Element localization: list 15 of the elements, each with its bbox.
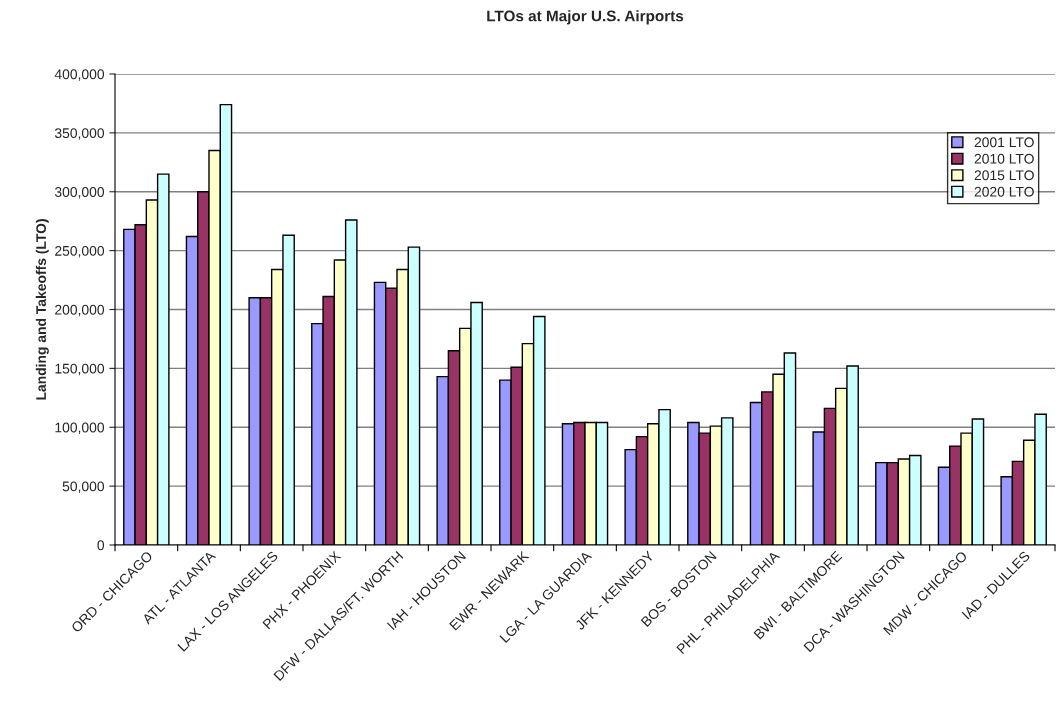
legend-label: 2015 LTO xyxy=(974,170,1034,181)
y-tick-label: 250,000 xyxy=(55,245,105,258)
y-tick-label: 150,000 xyxy=(55,363,105,376)
y-tick-label: 200,000 xyxy=(55,304,105,317)
y-tick-label: 0 xyxy=(97,540,105,551)
y-tick-label: 350,000 xyxy=(54,128,105,140)
y-tick-label: 50,000 xyxy=(62,481,105,493)
y-axis-title: Landing and Takeoffs (LTO) xyxy=(35,219,49,400)
legend-label: 2020 LTO xyxy=(974,186,1034,197)
chart-title: LTOs at Major U.S. Airports xyxy=(487,10,684,25)
y-tick-label: 400,000 xyxy=(54,69,105,81)
y-tick-label: 100,000 xyxy=(55,422,105,435)
legend-label: 2001 LTO xyxy=(974,137,1034,148)
y-tick-label: 300,000 xyxy=(54,187,105,199)
legend-label: 2010 LTO xyxy=(974,153,1034,164)
